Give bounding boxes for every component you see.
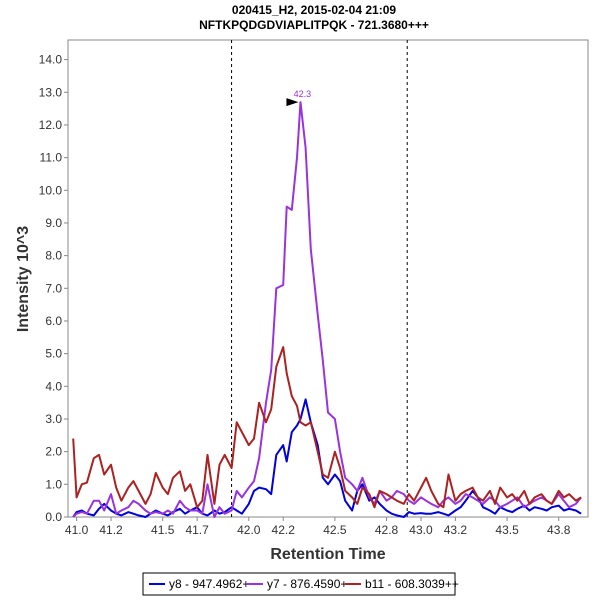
y-axis: 0.0 1.0 2.0 3.0 4.0 5.0 6.0 7.0 8.0 9.0 10.0 11.0 12… <box>39 53 68 524</box>
x-tick-label: 43.2 <box>444 523 468 537</box>
series-line-3 <box>72 346 582 509</box>
series-layer <box>72 101 582 518</box>
peak-annotation: 42.3 <box>286 89 312 107</box>
y-tick-label: 11.0 <box>40 151 63 165</box>
series-line-1 <box>72 398 582 518</box>
y-tick-label: 8.0 <box>45 249 62 263</box>
x-axis-title: Retention Time <box>270 546 385 563</box>
integration-bounds <box>231 40 408 517</box>
x-tick-label: 42.2 <box>272 523 296 537</box>
x-tick-label: 43.0 <box>409 523 433 537</box>
peak-marker-arrow <box>286 98 299 107</box>
y-tick-label: 5.0 <box>45 347 62 361</box>
y-tick-label: 0.0 <box>45 510 62 524</box>
y-tick-label: 4.0 <box>45 379 62 393</box>
y-axis-title: Intensity 10^3 <box>15 226 32 332</box>
legend-box <box>142 572 456 596</box>
y-tick-label: 3.0 <box>45 412 62 426</box>
y-tick-label: 13.0 <box>39 85 63 99</box>
y-tick-label: 6.0 <box>45 314 62 328</box>
legend-entry: y8 - 947.4962+ <box>169 577 249 591</box>
legend-entry: y7 - 876.4590+ <box>267 577 347 591</box>
x-tick-label: 43.8 <box>547 523 571 537</box>
peak-label: 42.3 <box>294 89 312 99</box>
plot-area <box>67 39 589 518</box>
y-tick-label: 2.0 <box>45 445 62 459</box>
y-tick-label: 1.0 <box>45 477 62 491</box>
y-tick-label: 10.0 <box>39 183 63 197</box>
chart-title: 020415_H2, 2015-02-04 21:09 <box>232 3 396 17</box>
y-tick-label: 12.0 <box>39 118 63 132</box>
x-tick-label: 41.2 <box>99 523 123 537</box>
x-tick-label: 41.7 <box>185 523 209 537</box>
x-tick-label: 42.8 <box>375 523 399 537</box>
y-tick-label: 14.0 <box>39 53 63 67</box>
x-tick-label: 42.0 <box>237 523 261 537</box>
legend-items: y8 - 947.4962+ y7 - 876.4590+ b11 - 608.30… <box>149 577 459 591</box>
x-tick-label: 42.5 <box>323 523 347 537</box>
y-tick-label: 9.0 <box>45 216 62 230</box>
x-tick-label: 41.0 <box>65 523 89 537</box>
y-tick-label: 7.0 <box>45 281 62 295</box>
legend-entry: b11 - 608.3039++ <box>365 577 459 591</box>
x-axis: 41.0 41.2 41.5 41.7 42.0 42.2 42.5 42.8 43.0 43.2… <box>65 517 571 537</box>
chart-subtitle: NFTKPQDGDVIAPLITPQK - 721.3680+++ <box>199 18 429 32</box>
x-tick-label: 41.5 <box>151 523 175 537</box>
x-tick-label: 43.5 <box>495 523 519 537</box>
legend: y8 - 947.4962+ y7 - 876.4590+ b11 - 608.30… <box>142 572 459 596</box>
